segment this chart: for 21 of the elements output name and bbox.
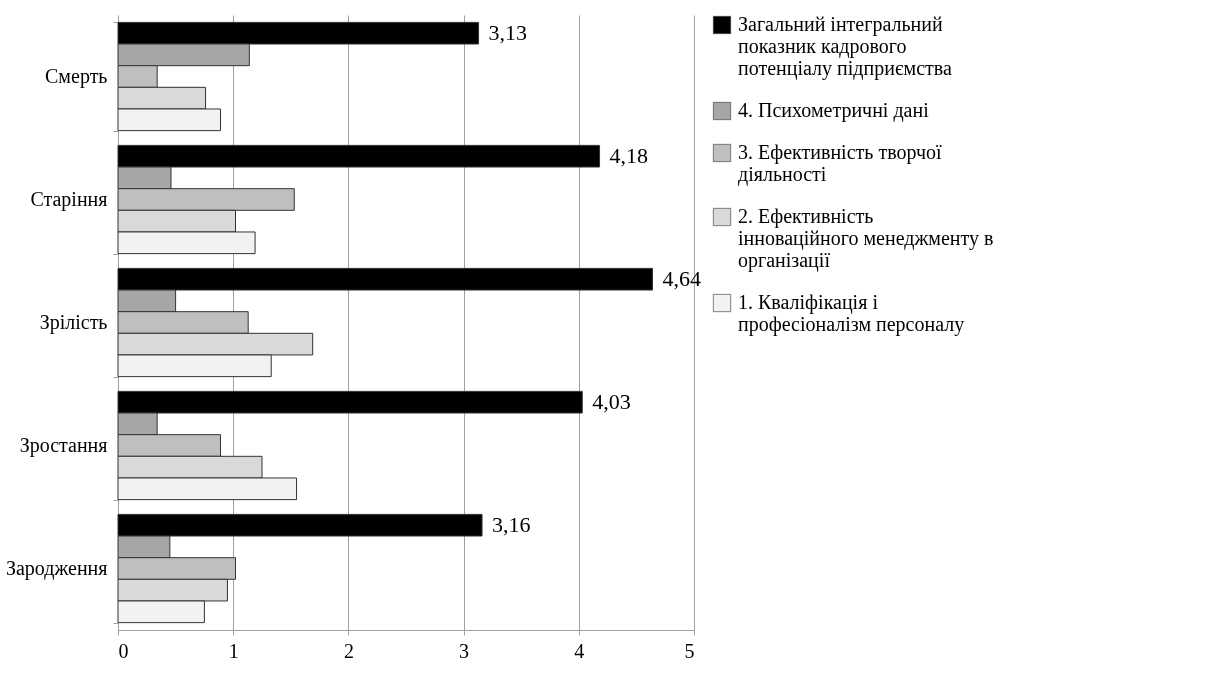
y-tick-label: Зародження bbox=[5, 557, 108, 580]
legend-label: 1. Кваліфікація і професіоналізм персоналу bbox=[738, 291, 965, 336]
data-label: 4,18 bbox=[609, 143, 649, 169]
data-label: 4,03 bbox=[592, 389, 631, 415]
legend-label: Загальний інтегральний показник кадрового потенціалу підприємства bbox=[738, 13, 952, 80]
x-tick-label: 2 bbox=[343, 639, 354, 662]
y-tick-label: Зрілість bbox=[39, 311, 108, 334]
x-tick-label: 5 bbox=[684, 639, 695, 662]
x-tick-label: 1 bbox=[228, 639, 239, 662]
data-label: 4,64 bbox=[662, 266, 702, 292]
y-tick-label: Смерть bbox=[45, 65, 108, 88]
x-tick-label: 0 bbox=[118, 639, 129, 662]
y-tick-label: Старіння bbox=[30, 188, 108, 211]
legend-label: 2. Ефективність інноваційного менеджменту в організації bbox=[738, 205, 994, 272]
y-tick-label: Зростання bbox=[19, 434, 108, 457]
legend-label: 3. Ефективність творчої діяльності bbox=[738, 141, 942, 186]
legend-label: 4. Психометричні дані bbox=[738, 99, 930, 122]
x-tick-label: 4 bbox=[574, 639, 585, 662]
x-tick-label: 3 bbox=[459, 639, 470, 662]
data-label: 3,13 bbox=[488, 20, 528, 46]
data-label: 3,16 bbox=[492, 512, 531, 538]
